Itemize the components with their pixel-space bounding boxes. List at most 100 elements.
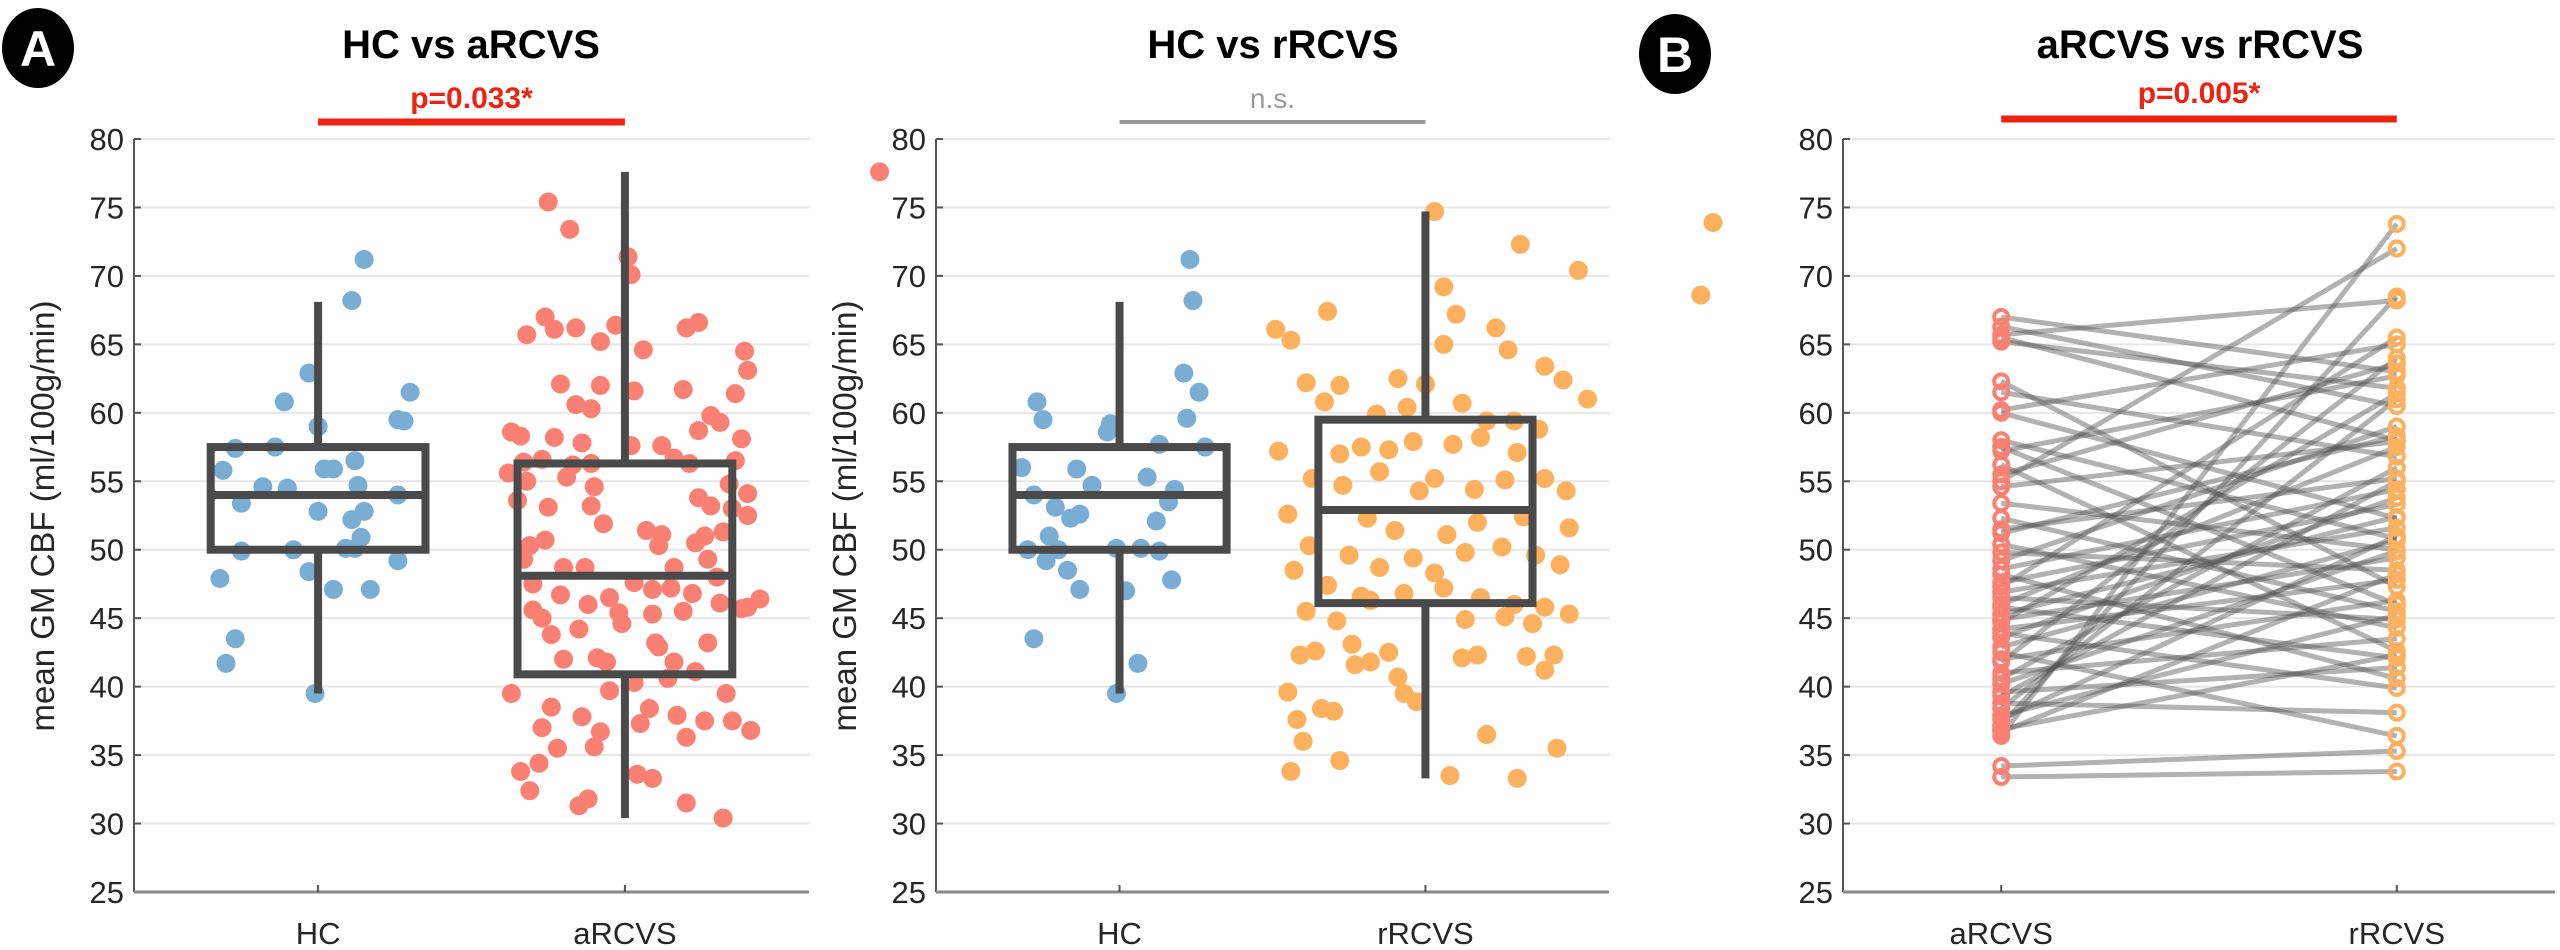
panel-arcvs-vs-rrcvs: 25 30 35 40 45 50 55 60 65 70 75 80 aRCVS rRCVS p=0.00…	[1799, 23, 2555, 950]
data-point-rrcvs	[1287, 709, 1307, 729]
data-point-arcvs	[689, 421, 709, 441]
data-point-arcvs	[698, 549, 718, 569]
data-point-arcvs	[652, 436, 672, 456]
data-point-rrcvs	[2387, 646, 2406, 665]
data-point-rrcvs	[1293, 731, 1313, 751]
data-point-rrcvs	[1495, 607, 1515, 627]
data-point-arcvs	[710, 593, 730, 613]
data-point-rrcvs	[1455, 610, 1475, 630]
paired-line	[2000, 533, 2398, 722]
data-point-rrcvs	[1556, 481, 1576, 501]
data-point-rrcvs	[1425, 563, 1445, 583]
data-point-rrcvs	[1495, 470, 1515, 490]
paired-line	[2000, 462, 2398, 654]
data-point-rrcvs	[1452, 648, 1472, 668]
y-tick-label: 40	[90, 670, 124, 705]
data-point-rrcvs	[1443, 434, 1463, 454]
data-point-arcvs	[520, 781, 540, 801]
data-point-rrcvs	[1498, 340, 1518, 360]
data-point-arcvs	[584, 477, 604, 497]
data-point-rrcvs	[1333, 475, 1353, 495]
data-point-rrcvs	[2387, 741, 2406, 760]
data-point-hc	[210, 568, 230, 588]
data-point-rrcvs	[2387, 527, 2406, 546]
panel-badge-a: A	[2, 8, 74, 88]
paired-line	[2000, 314, 2398, 375]
y-tick-label: 80	[892, 122, 926, 157]
data-point-arcvs	[569, 619, 589, 639]
data-point-arcvs	[1992, 477, 2011, 496]
y-tick-label: 30	[892, 807, 926, 842]
data-point-hc	[299, 363, 319, 383]
data-point-rrcvs	[1318, 302, 1338, 322]
data-point-rrcvs	[1403, 432, 1423, 452]
data-point-arcvs	[501, 683, 521, 703]
data-point-arcvs	[538, 192, 558, 212]
data-point-arcvs	[713, 522, 733, 542]
data-point-rrcvs	[1535, 660, 1555, 680]
data-point-rrcvs	[1535, 469, 1555, 489]
data-point-arcvs	[664, 652, 684, 672]
data-point-arcvs	[735, 341, 755, 361]
data-point-rrcvs	[2387, 507, 2406, 526]
x-tick-label: rRCVS	[2349, 916, 2445, 950]
data-point-rrcvs	[1330, 751, 1350, 771]
y-tick-label: 60	[892, 396, 926, 431]
data-point-rrcvs	[1434, 334, 1454, 354]
data-point-arcvs	[667, 705, 687, 725]
data-point-hc	[213, 460, 233, 480]
data-point-arcvs	[627, 764, 647, 784]
data-point-arcvs	[725, 384, 745, 404]
data-point-arcvs	[1992, 307, 2011, 326]
data-point-rrcvs	[1379, 440, 1399, 460]
y-tick-label: 25	[90, 875, 124, 910]
y-tick-label: 45	[1799, 601, 1833, 636]
paired-line	[2000, 555, 2398, 623]
paired-line	[2000, 604, 2398, 661]
paired-line	[2000, 577, 2398, 632]
data-point-hc	[348, 475, 368, 495]
data-point-arcvs	[517, 325, 537, 345]
data-point-rrcvs	[1388, 369, 1408, 389]
paired-line	[2000, 515, 2398, 614]
significance-label: p=0.033*	[410, 82, 533, 115]
data-point-hc	[1189, 382, 1209, 402]
data-point-rrcvs	[1281, 762, 1301, 782]
paired-line	[2000, 389, 2398, 460]
data-point-rrcvs	[1403, 548, 1423, 568]
data-point-arcvs	[652, 525, 672, 545]
y-tick-label: 75	[892, 190, 926, 225]
paired-line	[2000, 465, 2398, 681]
data-point-rrcvs	[1440, 766, 1460, 786]
paired-line	[2000, 335, 2398, 443]
y-tick-label: 70	[1799, 259, 1833, 294]
paired-line	[2000, 525, 2398, 595]
data-point-hc	[394, 411, 414, 431]
data-point-arcvs	[550, 374, 570, 394]
data-point-arcvs	[713, 808, 733, 828]
paired-line	[2000, 630, 2398, 691]
data-point-rrcvs	[1559, 604, 1579, 624]
data-point-rrcvs	[1437, 525, 1457, 545]
data-point-arcvs	[738, 484, 758, 504]
data-point-hc	[1012, 458, 1032, 478]
x-tick-label: aRCVS	[573, 916, 676, 950]
data-point-rrcvs	[1351, 437, 1371, 457]
data-point-rrcvs	[2387, 417, 2406, 436]
data-point-rrcvs	[1278, 504, 1298, 524]
paired-line	[2001, 549, 2397, 573]
data-point-rrcvs	[1425, 469, 1445, 489]
paired-line	[2000, 324, 2398, 409]
data-point-arcvs	[550, 585, 570, 605]
data-point-rrcvs	[1266, 319, 1286, 339]
data-point-hc	[1058, 560, 1078, 580]
data-point-arcvs	[682, 584, 702, 604]
data-point-rrcvs	[1467, 512, 1487, 532]
data-point-hc	[1045, 497, 1065, 517]
y-tick-label: 55	[1799, 464, 1833, 499]
paired-line	[2000, 361, 2398, 477]
data-point-arcvs	[517, 471, 537, 491]
data-point-arcvs	[738, 506, 758, 525]
data-point-rrcvs	[1446, 304, 1466, 324]
data-point-hc	[1033, 410, 1053, 430]
